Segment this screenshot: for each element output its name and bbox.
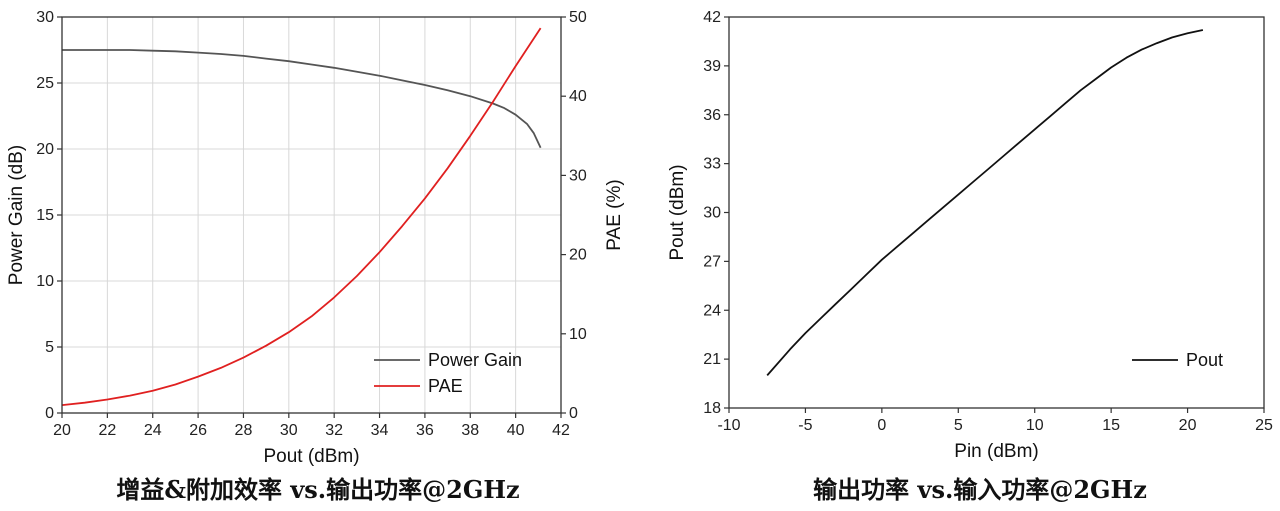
- x-tick-label: 42: [552, 422, 570, 439]
- x-tick-label: 30: [280, 422, 298, 439]
- y-tick-label: 33: [703, 156, 721, 173]
- x-tick-label: 20: [53, 422, 71, 439]
- y-tick-label: 5: [45, 339, 54, 356]
- x-tick-label: 38: [461, 422, 479, 439]
- y-tick-label: 18: [703, 400, 721, 417]
- y-tick-label: 21: [703, 351, 721, 368]
- y2-tick-label: 40: [569, 88, 587, 105]
- y-tick-label: 39: [703, 58, 721, 75]
- x-tick-label: 34: [371, 422, 389, 439]
- x-tick-label: 25: [1255, 417, 1273, 434]
- y2-tick-label: 20: [569, 247, 587, 264]
- x-tick-label: 36: [416, 422, 434, 439]
- y-tick-label: 36: [703, 107, 721, 124]
- y2-tick-label: 30: [569, 167, 587, 184]
- y-axis-title: Pout (dBm): [667, 164, 688, 260]
- y-tick-label: 10: [36, 273, 54, 290]
- x-tick-label: 22: [98, 422, 116, 439]
- plot-frame: [728, 16, 1265, 409]
- series-line-power-gain: [62, 49, 542, 149]
- chart-2: [724, 16, 1265, 413]
- y2-axis-title: PAE (%): [604, 179, 625, 250]
- y-tick-label: 27: [703, 253, 721, 270]
- y-tick-label: 24: [703, 302, 721, 319]
- x-tick-label: 15: [1102, 417, 1120, 434]
- legend-label: PAE: [428, 376, 463, 396]
- x-tick-label: 26: [189, 422, 207, 439]
- x-tick-label: -5: [798, 417, 812, 434]
- y-axis-title: Power Gain (dB): [6, 145, 27, 285]
- chart-caption: 增益&附加效率 vs.输出功率@2GHz: [116, 475, 519, 504]
- x-tick-label: 28: [235, 422, 253, 439]
- series-line-pae: [61, 27, 542, 406]
- series-line-pout: [766, 29, 1204, 376]
- y-tick-label: 20: [36, 141, 54, 158]
- y-tick-label: 30: [703, 205, 721, 222]
- x-tick-label: 10: [1026, 417, 1044, 434]
- y-tick-label: 25: [36, 75, 54, 92]
- y-tick-label: 30: [36, 9, 54, 26]
- chart-1: [57, 16, 566, 418]
- y2-tick-label: 10: [569, 326, 587, 343]
- y2-tick-label: 50: [569, 9, 587, 26]
- x-tick-label: 24: [144, 422, 162, 439]
- x-axis-title: Pin (dBm): [954, 441, 1038, 462]
- y-tick-label: 42: [703, 9, 721, 26]
- chart-caption: 输出功率 vs.输入功率@2GHz: [813, 475, 1147, 504]
- legend-label: Pout: [1186, 350, 1223, 370]
- x-tick-label: 20: [1179, 417, 1197, 434]
- x-tick-label: 0: [877, 417, 886, 434]
- y2-tick-label: 0: [569, 405, 578, 422]
- x-tick-label: 5: [954, 417, 963, 434]
- legend-label: Power Gain: [428, 350, 522, 370]
- x-tick-label: 40: [507, 422, 525, 439]
- x-tick-label: -10: [717, 417, 740, 434]
- y-tick-label: 0: [45, 405, 54, 422]
- x-axis-title: Pout (dBm): [263, 446, 359, 467]
- x-tick-label: 32: [325, 422, 343, 439]
- y-tick-label: 15: [36, 207, 54, 224]
